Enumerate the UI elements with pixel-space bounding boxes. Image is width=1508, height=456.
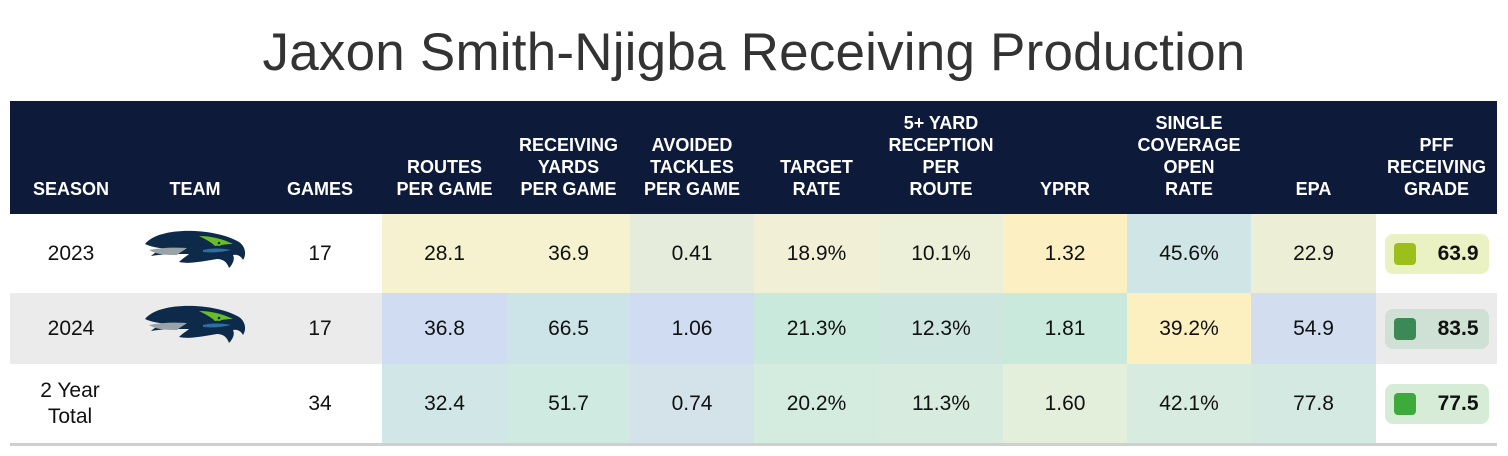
header-season: SEASON: [32, 179, 110, 199]
stat-cell: 1.60: [1003, 364, 1127, 443]
grade-badge: 77.5: [1384, 383, 1489, 424]
grade-value: 77.5: [1437, 391, 1479, 415]
stat-cell: 51.7: [507, 364, 630, 443]
grade-badge: 63.9: [1384, 233, 1489, 274]
stat-cell: 42.1%: [1127, 364, 1251, 443]
stat-cell: 36.9: [507, 214, 630, 293]
table-row: 2023 17 28.1 36.9 0.41 18.9% 10.1% 1.32 45.6% 22.…: [10, 214, 1497, 293]
header-target-rate: TARGET RATE: [780, 157, 853, 199]
stat-cell: 22.9: [1251, 214, 1376, 293]
stat-cell: 77.8: [1251, 364, 1376, 443]
seahawks-logo-icon: [143, 228, 247, 280]
stat-cell: 54.9: [1251, 293, 1376, 364]
header-avoided-tackles-per-game: AVOIDED TACKLES PER GAME: [643, 135, 740, 199]
stat-cell: 0.74: [630, 364, 754, 443]
team-cell: [132, 364, 258, 443]
stat-cell: 1.32: [1003, 214, 1127, 293]
stat-cell: 45.6%: [1127, 214, 1251, 293]
seahawks-logo-icon: [143, 303, 247, 355]
header-receiving-yards-per-game: RECEIVING YARDS PER GAME: [518, 135, 619, 199]
stat-cell: 39.2%: [1127, 293, 1251, 364]
table-bottom-rule: [10, 443, 1497, 446]
team-cell: [132, 214, 258, 293]
stat-cell: 11.3%: [879, 364, 1003, 443]
stat-cell: 10.1%: [879, 214, 1003, 293]
table-row: 2 Year Total 34 32.4 51.7 0.74 20.2% 11.3% 1.60…: [10, 364, 1497, 443]
header-epa: EPA: [1295, 179, 1332, 199]
grade-badge: 83.5: [1384, 308, 1489, 349]
grade-color-swatch: [1393, 242, 1416, 265]
stat-cell: 1.81: [1003, 293, 1127, 364]
stat-cell: 28.1: [382, 214, 507, 293]
grade-value: 63.9: [1437, 241, 1479, 265]
grade-value: 83.5: [1437, 316, 1479, 340]
stat-cell: 18.9%: [754, 214, 879, 293]
stats-table: SEASON TEAM GAMES ROUTES PER GAME RECEIVING YA…: [10, 101, 1497, 443]
team-cell: [132, 293, 258, 364]
grade-color-swatch: [1393, 317, 1416, 340]
header-team: TEAM: [169, 179, 221, 199]
stat-cell: 66.5: [507, 293, 630, 364]
stat-cell: 0.41: [630, 214, 754, 293]
games-cell: 17: [308, 316, 332, 340]
chart-title: Jaxon Smith-Njigba Receiving Production: [262, 23, 1246, 82]
stat-cell: 12.3%: [879, 293, 1003, 364]
table-header: SEASON TEAM GAMES ROUTES PER GAME RECEIVING YA…: [10, 101, 1497, 214]
season-cell: 2 Year Total: [10, 364, 130, 443]
season-cell: 2023: [47, 241, 95, 265]
header-games: GAMES: [286, 179, 353, 199]
header-single-coverage-open-rate: SINGLE COVERAGE OPEN RATE: [1137, 113, 1241, 199]
header-routes-per-game: ROUTES PER GAME: [396, 157, 493, 199]
games-cell: 34: [308, 391, 332, 415]
stat-cell: 20.2%: [754, 364, 879, 443]
header-pff-receiving-grade: PFF RECEIVING GRADE: [1386, 135, 1487, 199]
header-yprr: YPRR: [1039, 179, 1090, 199]
grade-cell: 83.5: [1376, 293, 1497, 364]
table-row: 2024 17 36.8 66.5 1.06 21.3% 12.3% 1.81 39.2% 54.…: [10, 293, 1497, 364]
season-label: 2 Year Total: [40, 378, 100, 428]
header-5-yard-reception-per-route: 5+ YARD RECEPTION PER ROUTE: [888, 113, 994, 199]
grade-cell: 77.5: [1376, 364, 1497, 443]
games-cell: 17: [308, 241, 332, 265]
stat-cell: 32.4: [382, 364, 507, 443]
season-cell: 2024: [47, 316, 95, 340]
stat-cell: 36.8: [382, 293, 507, 364]
stat-cell: 1.06: [630, 293, 754, 364]
grade-cell: 63.9: [1376, 214, 1497, 293]
grade-color-swatch: [1393, 392, 1416, 415]
stat-cell: 21.3%: [754, 293, 879, 364]
